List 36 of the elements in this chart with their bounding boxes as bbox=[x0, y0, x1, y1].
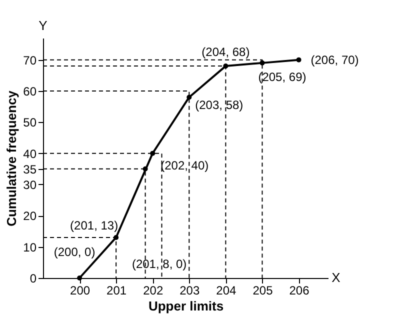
y-axis-title: Cumulative frequency bbox=[4, 90, 20, 226]
annotation: (200, 0) bbox=[54, 245, 96, 259]
annotation: (201, 13) bbox=[70, 218, 118, 232]
x-tick-label: 204 bbox=[216, 284, 237, 298]
text: X bbox=[332, 270, 341, 285]
y-tick-label: 35 bbox=[23, 162, 37, 176]
point bbox=[114, 234, 119, 240]
annotation: (204, 68) bbox=[202, 45, 250, 60]
point bbox=[77, 276, 82, 280]
point bbox=[186, 94, 192, 100]
y-tick-label: 10 bbox=[23, 240, 37, 254]
point bbox=[142, 166, 148, 172]
x-tick-label: 200 bbox=[70, 284, 90, 298]
x-axis-title: Upper limits bbox=[148, 298, 224, 314]
y-tick-label: 70 bbox=[23, 53, 37, 68]
point bbox=[296, 57, 302, 62]
y-tick-label: 20 bbox=[23, 209, 37, 224]
annotation: (202, 40) bbox=[160, 158, 209, 172]
x-tick-label: 205 bbox=[252, 284, 274, 298]
point bbox=[260, 60, 265, 66]
y-tick-label: 50 bbox=[23, 116, 37, 130]
point bbox=[150, 150, 156, 156]
y-tick-label: 40 bbox=[23, 146, 37, 161]
y-tick-label: 60 bbox=[23, 84, 37, 98]
annotation: (203, 58) bbox=[195, 98, 244, 112]
x-tick-label: 206 bbox=[289, 284, 310, 298]
point bbox=[223, 64, 228, 69]
x-tick-label: 201 bbox=[106, 284, 127, 298]
y-tick-label: 0 bbox=[30, 272, 37, 286]
y-tick-label: 30 bbox=[23, 178, 37, 192]
text: Y bbox=[38, 18, 48, 33]
annotation: (205, 69) bbox=[258, 70, 306, 84]
annotation: (206, 70) bbox=[310, 52, 359, 67]
x-tick-label: 203 bbox=[180, 284, 200, 298]
annotation: (201, 8, 0) bbox=[132, 257, 187, 271]
x-tick-label: 202 bbox=[143, 284, 164, 298]
